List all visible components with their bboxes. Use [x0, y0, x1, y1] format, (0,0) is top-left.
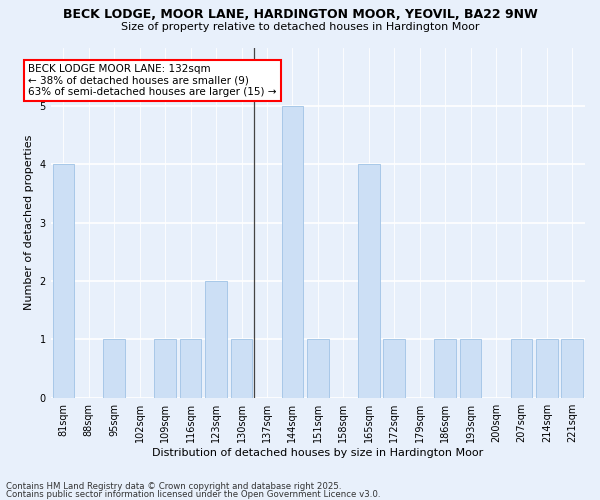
- X-axis label: Distribution of detached houses by size in Hardington Moor: Distribution of detached houses by size …: [152, 448, 484, 458]
- Bar: [103, 340, 125, 398]
- Bar: [536, 340, 557, 398]
- Bar: [53, 164, 74, 398]
- Text: Contains public sector information licensed under the Open Government Licence v3: Contains public sector information licen…: [6, 490, 380, 499]
- Bar: [154, 340, 176, 398]
- Text: Contains HM Land Registry data © Crown copyright and database right 2025.: Contains HM Land Registry data © Crown c…: [6, 482, 341, 491]
- Bar: [562, 340, 583, 398]
- Bar: [307, 340, 329, 398]
- Bar: [205, 281, 227, 398]
- Bar: [180, 340, 202, 398]
- Bar: [358, 164, 380, 398]
- Bar: [281, 106, 303, 398]
- Bar: [383, 340, 405, 398]
- Bar: [434, 340, 456, 398]
- Text: Size of property relative to detached houses in Hardington Moor: Size of property relative to detached ho…: [121, 22, 479, 32]
- Text: BECK LODGE, MOOR LANE, HARDINGTON MOOR, YEOVIL, BA22 9NW: BECK LODGE, MOOR LANE, HARDINGTON MOOR, …: [62, 8, 538, 20]
- Text: BECK LODGE MOOR LANE: 132sqm
← 38% of detached houses are smaller (9)
63% of sem: BECK LODGE MOOR LANE: 132sqm ← 38% of de…: [28, 64, 277, 97]
- Bar: [511, 340, 532, 398]
- Bar: [460, 340, 481, 398]
- Y-axis label: Number of detached properties: Number of detached properties: [24, 135, 34, 310]
- Bar: [230, 340, 253, 398]
